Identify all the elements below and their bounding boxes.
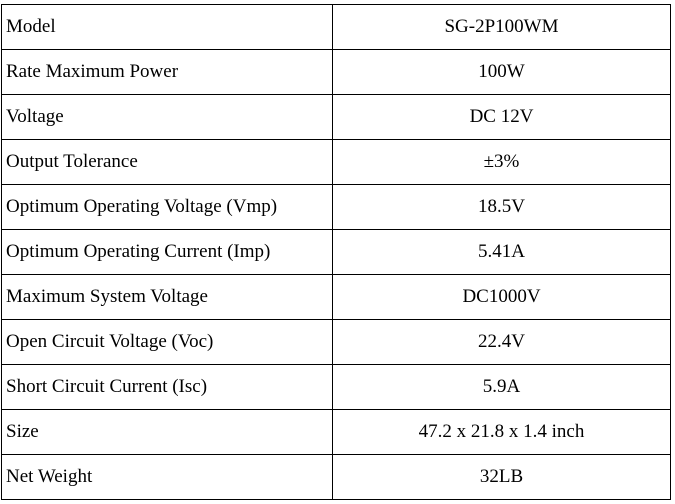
table-row-imp: Optimum Operating Current (Imp) 5.41A bbox=[1, 229, 671, 275]
spec-label: Net Weight bbox=[1, 454, 333, 500]
spec-label: Output Tolerance bbox=[1, 139, 333, 185]
spec-value: DC1000V bbox=[332, 274, 671, 320]
spec-label: Size bbox=[1, 409, 333, 455]
spec-value: 22.4V bbox=[332, 319, 671, 365]
spec-value: 5.41A bbox=[332, 229, 671, 275]
table-row-output-tolerance: Output Tolerance ±3% bbox=[1, 139, 671, 185]
spec-value: ±3% bbox=[332, 139, 671, 185]
spec-value: 18.5V bbox=[332, 184, 671, 230]
spec-value: SG-2P100WM bbox=[332, 4, 671, 50]
table-row-voltage: Voltage DC 12V bbox=[1, 94, 671, 140]
spec-label: Rate Maximum Power bbox=[1, 49, 333, 95]
table-row-net-weight: Net Weight 32LB bbox=[1, 454, 671, 500]
spec-label: Voltage bbox=[1, 94, 333, 140]
table-row-rate-maximum-power: Rate Maximum Power 100W bbox=[1, 49, 671, 95]
spec-label: Model bbox=[1, 4, 333, 50]
spec-label: Optimum Operating Voltage (Vmp) bbox=[1, 184, 333, 230]
table-row-model: Model SG-2P100WM bbox=[1, 4, 671, 50]
spec-value: 100W bbox=[332, 49, 671, 95]
spec-value: 5.9A bbox=[332, 364, 671, 410]
spec-value: DC 12V bbox=[332, 94, 671, 140]
table-row-size: Size 47.2 x 21.8 x 1.4 inch bbox=[1, 409, 671, 455]
table-row-vmp: Optimum Operating Voltage (Vmp) 18.5V bbox=[1, 184, 671, 230]
spec-value: 47.2 x 21.8 x 1.4 inch bbox=[332, 409, 671, 455]
spec-label: Optimum Operating Current (Imp) bbox=[1, 229, 333, 275]
table-row-voc: Open Circuit Voltage (Voc) 22.4V bbox=[1, 319, 671, 365]
spec-table-body: Model SG-2P100WM Rate Maximum Power 100W… bbox=[1, 4, 671, 500]
spec-label: Maximum System Voltage bbox=[1, 274, 333, 320]
spec-label: Short Circuit Current (Isc) bbox=[1, 364, 333, 410]
table-row-isc: Short Circuit Current (Isc) 5.9A bbox=[1, 364, 671, 410]
spec-value: 32LB bbox=[332, 454, 671, 500]
spec-table: Model SG-2P100WM Rate Maximum Power 100W… bbox=[1, 4, 671, 500]
spec-label: Open Circuit Voltage (Voc) bbox=[1, 319, 333, 365]
table-row-maximum-system-voltage: Maximum System Voltage DC1000V bbox=[1, 274, 671, 320]
